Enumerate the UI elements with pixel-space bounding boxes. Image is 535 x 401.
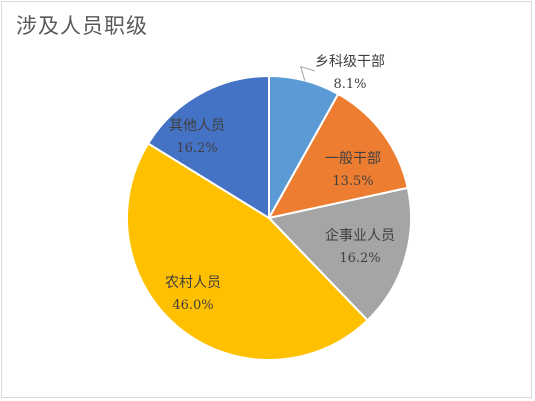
slice-label-5: 其他人员	[169, 118, 225, 134]
callout-line	[300, 65, 316, 81]
pie-slice-4	[126, 142, 369, 361]
slice-value-4: 46.0%	[172, 298, 213, 313]
chart-title: 涉及人员职级	[16, 14, 148, 38]
pie-slice-5	[146, 74, 270, 220]
pie-slice-3	[267, 186, 412, 322]
pie-slice-2	[267, 92, 409, 220]
slice-value-1: 8.1%	[333, 77, 366, 92]
slice-label-4: 农村人员	[165, 275, 221, 291]
slice-value-5: 16.2%	[176, 141, 217, 156]
slice-value-3: 16.2%	[339, 251, 380, 266]
slice-label-3: 企事业人员	[325, 227, 395, 244]
slice-label-1: 乡科级干部	[315, 54, 385, 70]
slice-value-2: 13.5%	[332, 174, 373, 189]
slice-label-2: 一般干部	[325, 151, 381, 167]
